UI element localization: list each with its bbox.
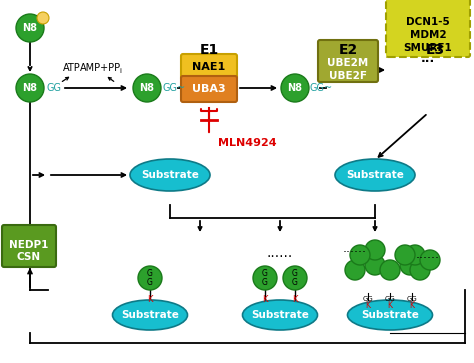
Circle shape: [395, 245, 415, 265]
Text: K: K: [147, 295, 153, 305]
Text: N8: N8: [22, 23, 37, 33]
Text: UBA3: UBA3: [192, 84, 226, 94]
Ellipse shape: [112, 300, 188, 330]
Text: DCN1-5: DCN1-5: [406, 17, 450, 27]
Text: G
G: G G: [262, 269, 268, 287]
Circle shape: [253, 266, 277, 290]
Circle shape: [400, 255, 420, 275]
Text: E1: E1: [200, 43, 219, 57]
Circle shape: [405, 245, 425, 265]
Circle shape: [133, 74, 161, 102]
Text: GG: GG: [384, 296, 395, 302]
Text: NEDP1: NEDP1: [9, 240, 49, 250]
Text: K: K: [410, 302, 414, 310]
Text: AMP+PP: AMP+PP: [80, 63, 120, 73]
FancyBboxPatch shape: [181, 76, 237, 102]
Text: E2: E2: [338, 43, 357, 57]
Text: E3: E3: [426, 43, 445, 57]
Text: UBE2M: UBE2M: [328, 58, 369, 68]
Text: G
G: G G: [292, 269, 298, 287]
Circle shape: [365, 255, 385, 275]
Text: Substrate: Substrate: [141, 170, 199, 180]
Text: GG~: GG~: [163, 83, 186, 93]
Text: NAE1: NAE1: [192, 62, 226, 72]
Circle shape: [410, 260, 430, 280]
Text: ...: ...: [421, 52, 435, 65]
Text: K: K: [292, 295, 298, 305]
Text: ......: ......: [267, 246, 293, 260]
Ellipse shape: [243, 300, 318, 330]
Text: UBE2F: UBE2F: [329, 71, 367, 81]
Text: GG: GG: [407, 296, 418, 302]
Ellipse shape: [347, 300, 432, 330]
Text: ......: ......: [416, 249, 440, 261]
FancyBboxPatch shape: [2, 225, 56, 267]
Text: i: i: [119, 68, 121, 74]
Circle shape: [420, 250, 440, 270]
Text: MLN4924: MLN4924: [218, 138, 277, 148]
Text: GG~: GG~: [310, 83, 333, 93]
Circle shape: [350, 245, 370, 265]
FancyBboxPatch shape: [386, 0, 470, 57]
Text: MDM2: MDM2: [410, 30, 447, 40]
Text: ......: ......: [343, 241, 367, 254]
Text: G
G: G G: [147, 269, 153, 287]
Text: N8: N8: [139, 83, 155, 93]
Circle shape: [281, 74, 309, 102]
FancyBboxPatch shape: [181, 54, 237, 80]
Circle shape: [283, 266, 307, 290]
Text: ATP: ATP: [63, 63, 81, 73]
Ellipse shape: [130, 159, 210, 191]
Ellipse shape: [335, 159, 415, 191]
Circle shape: [345, 260, 365, 280]
Text: SMURF1: SMURF1: [404, 43, 452, 53]
Circle shape: [365, 240, 385, 260]
Circle shape: [380, 260, 400, 280]
FancyBboxPatch shape: [318, 40, 378, 82]
Text: K: K: [365, 302, 371, 310]
Text: GG: GG: [47, 83, 62, 93]
Text: Substrate: Substrate: [251, 310, 309, 320]
Text: GG: GG: [363, 296, 374, 302]
Circle shape: [16, 74, 44, 102]
Circle shape: [138, 266, 162, 290]
Text: N8: N8: [288, 83, 302, 93]
Text: Substrate: Substrate: [346, 170, 404, 180]
Text: K: K: [262, 295, 268, 305]
Text: Substrate: Substrate: [361, 310, 419, 320]
Circle shape: [37, 12, 49, 24]
Text: CSN: CSN: [17, 252, 41, 262]
Text: Substrate: Substrate: [121, 310, 179, 320]
Text: K: K: [388, 302, 392, 310]
Text: N8: N8: [22, 83, 37, 93]
Circle shape: [16, 14, 44, 42]
